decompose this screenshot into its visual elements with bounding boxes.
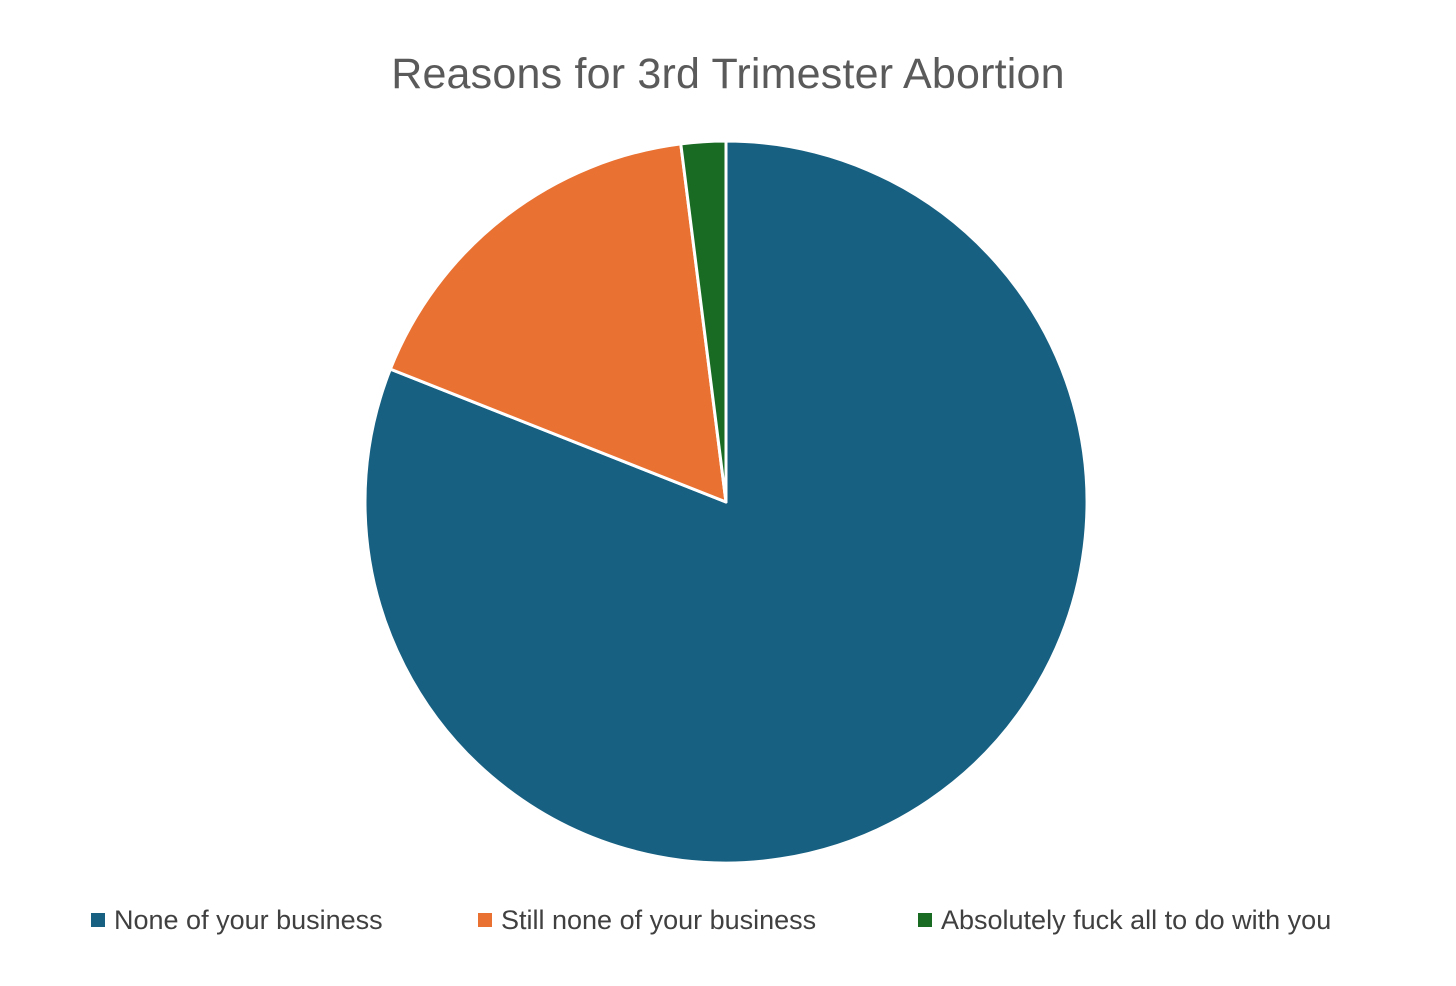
- legend-swatch: [91, 913, 105, 927]
- pie-slice-absolutely-fuck-all-to-do-with-you: [679, 139, 728, 504]
- legend-label: Still none of your business: [501, 904, 817, 935]
- pie-slice-still-none-of-your-business: [388, 142, 728, 504]
- legend-item-absolutely-fuck-all-to-do-with-you: Absolutely fuck all to do with you: [918, 900, 1331, 940]
- pie-slices: [363, 139, 1089, 865]
- chart-title: Reasons for 3rd Trimester Abortion: [391, 50, 1065, 98]
- legend-label: None of your business: [114, 904, 383, 935]
- legend-item-still-none-of-your-business: Still none of your business: [478, 900, 816, 940]
- legend-label: Absolutely fuck all to do with you: [941, 904, 1332, 935]
- legend-swatch: [918, 913, 932, 927]
- legend-swatch: [478, 913, 492, 927]
- legend: None of your business Still none of your…: [0, 900, 1456, 940]
- legend-item-none-of-your-business: None of your business: [91, 900, 383, 940]
